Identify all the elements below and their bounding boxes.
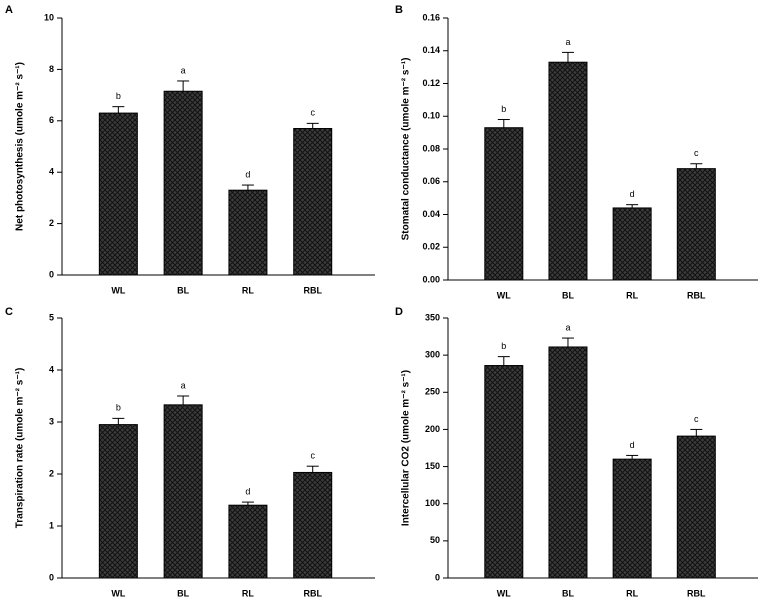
- bar: [548, 346, 588, 579]
- panel-label: B: [395, 4, 403, 16]
- y-tick-label: 200: [425, 424, 440, 434]
- bar: [484, 365, 524, 579]
- y-tick-label: 350: [425, 312, 440, 322]
- bar: [612, 207, 652, 281]
- y-axis-label: Intercellular CO2 (umole m⁻² s⁻¹): [401, 370, 412, 526]
- significance-letter: b: [501, 341, 506, 351]
- x-tick-label: WL: [111, 588, 125, 598]
- y-axis-label: Stomatal conductance (umole m⁻² s⁻¹): [401, 58, 412, 241]
- y-tick-label: 4: [49, 364, 54, 374]
- bar: [98, 112, 138, 276]
- significance-letter: c: [694, 148, 699, 158]
- y-tick-label: 0: [435, 572, 440, 582]
- y-axis-label: Net photosynthesis (umole m⁻² s⁻¹): [15, 62, 26, 231]
- y-tick-label: 5: [49, 312, 54, 322]
- significance-letter: b: [501, 104, 506, 114]
- significance-letter: b: [116, 91, 121, 101]
- y-tick-label: 8: [49, 64, 54, 74]
- bar: [163, 404, 203, 579]
- y-tick-label: 0: [49, 572, 54, 582]
- x-tick-label: RL: [242, 588, 254, 598]
- y-tick-label: 0.10: [422, 111, 440, 121]
- bar: [612, 458, 652, 579]
- panel-label: C: [5, 306, 13, 318]
- bar: [98, 424, 138, 579]
- y-tick-label: 0.14: [422, 45, 440, 55]
- y-tick-label: 0.12: [422, 78, 440, 88]
- significance-letter: c: [310, 108, 315, 118]
- panel-label: A: [5, 4, 13, 16]
- bar: [228, 189, 268, 276]
- y-tick-label: 6: [49, 115, 54, 125]
- significance-letter: a: [181, 65, 186, 75]
- y-tick-label: 250: [425, 387, 440, 397]
- x-tick-label: WL: [111, 285, 125, 295]
- significance-letter: b: [116, 403, 121, 413]
- y-tick-label: 150: [425, 461, 440, 471]
- y-tick-label: 10: [44, 12, 54, 22]
- x-tick-label: WL: [497, 588, 511, 598]
- x-tick-label: BL: [177, 285, 189, 295]
- y-tick-label: 0.02: [422, 242, 440, 252]
- bar: [548, 61, 588, 281]
- x-tick-label: RBL: [303, 285, 322, 295]
- x-tick-label: RL: [626, 290, 638, 300]
- y-tick-label: 2: [49, 218, 54, 228]
- x-tick-label: WL: [497, 290, 511, 300]
- y-tick-label: 0.08: [422, 143, 440, 153]
- x-tick-label: BL: [177, 588, 189, 598]
- panel-label: D: [395, 306, 403, 318]
- x-tick-label: RL: [242, 285, 254, 295]
- significance-letter: a: [565, 322, 570, 332]
- y-tick-label: 100: [425, 498, 440, 508]
- significance-letter: d: [245, 169, 250, 179]
- x-tick-label: RL: [626, 588, 638, 598]
- y-tick-label: 0.04: [422, 209, 440, 219]
- y-tick-label: 2: [49, 468, 54, 478]
- y-tick-label: 1: [49, 520, 54, 530]
- y-tick-label: 3: [49, 416, 54, 426]
- x-tick-label: RBL: [687, 588, 706, 598]
- bar: [293, 471, 333, 579]
- significance-letter: a: [565, 37, 570, 47]
- bar: [163, 90, 203, 276]
- significance-letter: d: [630, 440, 635, 450]
- significance-letter: d: [245, 486, 250, 496]
- x-tick-label: RBL: [303, 588, 322, 598]
- y-tick-label: 300: [425, 350, 440, 360]
- y-axis-label: Transpiration rate (umole m⁻² s⁻¹): [15, 368, 26, 529]
- y-tick-label: 0: [49, 269, 54, 279]
- bar: [484, 127, 524, 281]
- bar: [676, 168, 716, 281]
- bar: [293, 128, 333, 276]
- x-tick-label: BL: [562, 588, 574, 598]
- x-tick-label: RBL: [687, 290, 706, 300]
- significance-letter: c: [694, 414, 699, 424]
- y-tick-label: 50: [430, 535, 440, 545]
- bar: [676, 435, 716, 579]
- y-tick-label: 0.00: [422, 274, 440, 284]
- bar: [228, 504, 268, 579]
- y-tick-label: 0.06: [422, 176, 440, 186]
- x-tick-label: BL: [562, 290, 574, 300]
- significance-letter: d: [630, 189, 635, 199]
- y-tick-label: 4: [49, 167, 54, 177]
- significance-letter: c: [310, 451, 315, 461]
- y-tick-label: 0.16: [422, 12, 440, 22]
- significance-letter: a: [181, 380, 186, 390]
